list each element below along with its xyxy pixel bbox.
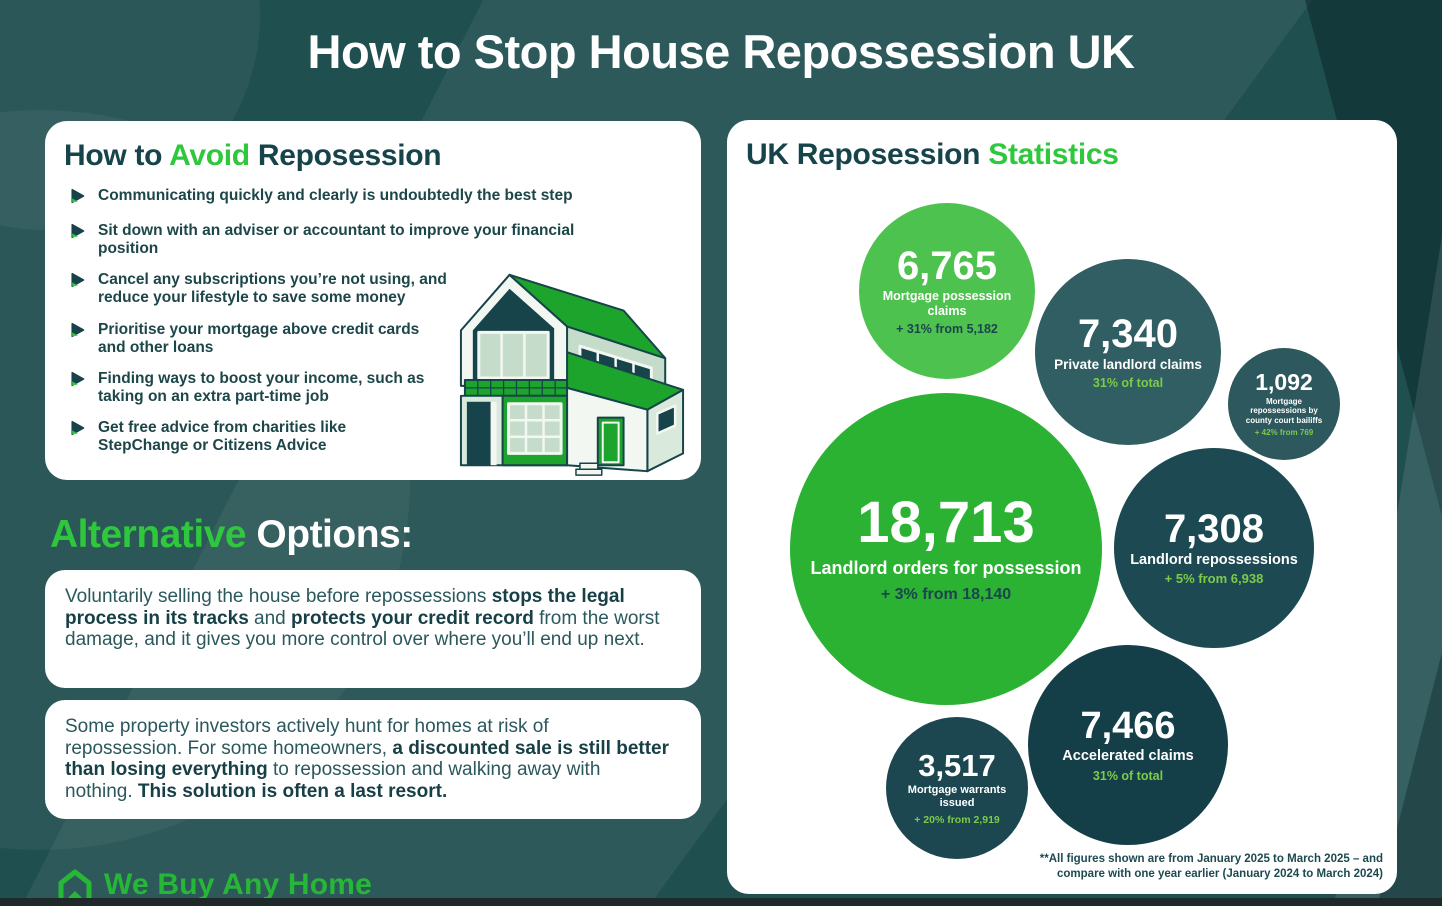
bottom-edge-bar [0, 898, 1442, 906]
stat-change: 31% of total [1092, 375, 1164, 390]
stat-value: 7,466 [1080, 705, 1176, 748]
avoid-card-heading: How to Avoid Reposession [64, 139, 701, 173]
triangle-bullet-icon [70, 322, 86, 343]
avoid-bullet-list: Communicating quickly and clearly is und… [70, 187, 701, 455]
stat-change: + 31% from 5,182 [896, 321, 998, 336]
triangle-bullet-icon [70, 188, 86, 209]
paragraph-1: Voluntarily selling the house before rep… [65, 586, 671, 651]
paragraph-segment-bold: a discounted sale is still better than l… [65, 737, 670, 781]
bullet-text: Sit down with an adviser or accountant t… [98, 222, 575, 258]
alternative-paragraph-card-2: Some property investors actively hunt fo… [45, 700, 701, 819]
paragraph-segment: from the worst damage, and it gives you … [65, 607, 660, 651]
stat-change: + 42% from 769 [1254, 428, 1314, 438]
statistics-card: UK Reposession Statistics 6,765 Mortgage… [727, 120, 1397, 894]
stat-value: 18,713 [857, 490, 1035, 555]
stat-value: 7,308 [1163, 506, 1265, 551]
stats-footnote: **All figures shown are from January 202… [1040, 852, 1383, 882]
alternative-options-heading: Alternative Options: [50, 513, 413, 557]
bullet-text: Communicating quickly and clearly is und… [98, 187, 573, 204]
paragraph-segment-bold: This solution is often a last resort. [137, 780, 448, 802]
stats-heading-part1: UK Reposession [746, 138, 989, 171]
stats-heading-highlight: Statistics [988, 138, 1119, 171]
stats-card-heading: UK Reposession Statistics [746, 138, 1397, 172]
stat-change: + 20% from 2,919 [914, 813, 1000, 826]
paragraph-segment: and [248, 607, 292, 629]
alt-heading-highlight: Alternative [50, 513, 247, 556]
logo-text: We Buy Any Home [104, 868, 373, 901]
bullet-text: Get free advice from charities like Step… [98, 419, 347, 455]
stat-bubble-landlord-repossessions: 7,308 Landlord repossessions + 5% from 6… [1114, 448, 1314, 648]
stat-bubble-private-landlord-claims: 7,340 Private landlord claims 31% of tot… [1035, 259, 1221, 445]
stat-label: Mortgage warrants issued [907, 784, 1007, 810]
stat-bubble-mortgage-possession-claims: 6,765 Mortgage possession claims + 31% f… [859, 203, 1035, 379]
avoid-heading-highlight: Avoid [169, 139, 250, 172]
avoid-heading-part2: Reposession [249, 139, 442, 172]
stat-bubble-landlord-orders: 18,713 Landlord orders for possession + … [790, 393, 1102, 705]
avoid-repossession-card: How to Avoid Reposession Communicating q… [45, 121, 701, 480]
stat-label: Mortgage possession claims [882, 288, 1012, 318]
stat-bubble-county-court-bailiffs: 1,092 Mortgage repossessions by county c… [1228, 348, 1340, 460]
paragraph-2: Some property investors actively hunt fo… [65, 716, 671, 802]
stat-change: 31% of total [1092, 768, 1164, 783]
bullet-item: Sit down with an adviser or accountant t… [70, 222, 701, 258]
stat-label: Landlord orders for possession [810, 558, 1082, 578]
stat-change: + 5% from 6,938 [1164, 571, 1264, 587]
bullet-item: Finding ways to boost your income, such … [70, 370, 701, 406]
footnote-line-2: compare with one year earlier (January 2… [1057, 868, 1383, 880]
bullet-item: Get free advice from charities like Step… [70, 419, 701, 455]
house-illustration [459, 273, 685, 476]
stat-value: 3,517 [918, 748, 996, 784]
stat-bubble-accelerated-claims: 7,466 Accelerated claims 31% of total [1028, 645, 1228, 845]
stat-label: Private landlord claims [1054, 356, 1202, 372]
triangle-bullet-icon [70, 272, 86, 293]
stat-value: 7,340 [1077, 311, 1179, 356]
stat-label: Mortgage repossessions by county court b… [1245, 396, 1323, 425]
triangle-bullet-icon [70, 371, 86, 392]
page-title: How to Stop House Repossession UK [307, 25, 1135, 78]
stat-value: 6,765 [896, 243, 998, 288]
bullet-text: Cancel any subscriptions you’re not usin… [98, 271, 447, 307]
bullet-text: Finding ways to boost your income, such … [98, 369, 425, 405]
bullet-item: Communicating quickly and clearly is und… [70, 187, 701, 209]
paragraph-segment-bold: stops the legal process in its tracks [65, 586, 625, 629]
we-buy-any-home-logo: We Buy Any Home [56, 868, 372, 902]
bullet-item: Cancel any subscriptions you’re not usin… [70, 271, 701, 307]
triangle-bullet-icon [70, 420, 86, 441]
stat-label: Accelerated claims [1062, 748, 1194, 765]
paragraph-segment: Some property investors actively hunt fo… [65, 716, 549, 759]
bullet-item: Prioritise your mortgage above credit ca… [70, 321, 701, 357]
paragraph-segment-bold: protects your credit record [291, 607, 534, 629]
alternative-paragraph-card-1: Voluntarily selling the house before rep… [45, 570, 701, 688]
bullet-text: Prioritise your mortgage above credit ca… [98, 320, 420, 356]
stat-label: Landlord repossessions [1130, 551, 1298, 568]
triangle-bullet-icon [70, 223, 86, 244]
stat-change: + 3% from 18,140 [880, 585, 1012, 603]
stat-value: 1,092 [1255, 368, 1313, 395]
paragraph-segment: Voluntarily selling the house before rep… [65, 586, 492, 607]
paragraph-segment: to repossession and walking away with no… [65, 759, 601, 802]
footnote-line-1: **All figures shown are from January 202… [1039, 853, 1383, 865]
avoid-heading-part1: How to [64, 139, 170, 172]
house-logo-icon [58, 869, 92, 902]
stat-bubble-mortgage-warrants: 3,517 Mortgage warrants issued + 20% fro… [886, 717, 1028, 859]
alt-heading-rest: Options: [246, 513, 413, 556]
